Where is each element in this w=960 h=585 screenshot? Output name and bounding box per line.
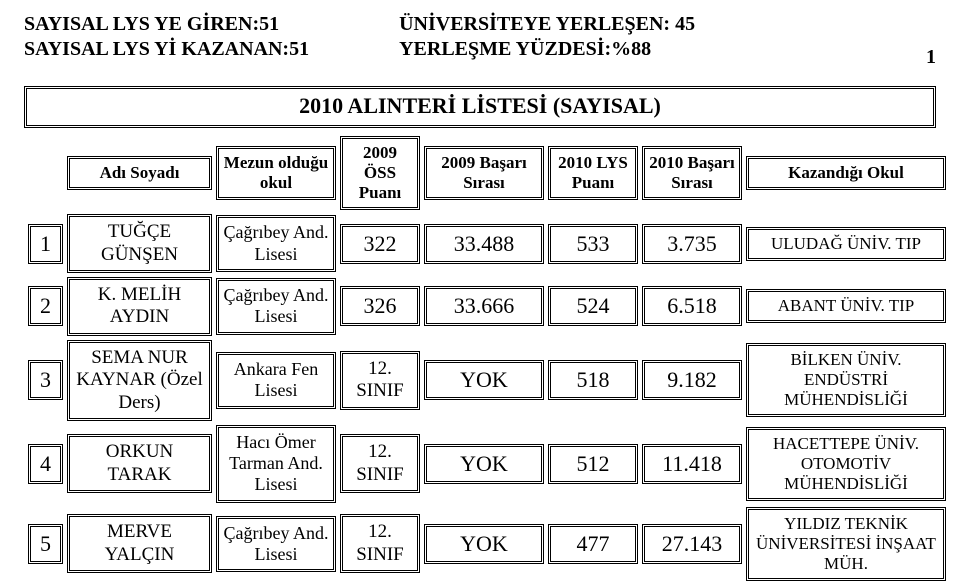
cell-grad: Hacı Ömer Tarman And. Lisesi bbox=[218, 427, 334, 501]
cell-lys: 533 bbox=[550, 226, 636, 262]
cell-name: ORKUN TARAK bbox=[69, 436, 210, 491]
col-rank10: 2010 Başarı Sırası bbox=[644, 148, 740, 198]
cell-rank09: YOK bbox=[426, 446, 542, 482]
col-oss: 2009 ÖSS Puanı bbox=[342, 138, 418, 208]
cell-grad: Çağrıbey And. Lisesi bbox=[218, 280, 334, 332]
cell-award: ULUDAĞ ÜNİV. TIP bbox=[748, 229, 944, 259]
title-frame: 2010 ALINTERİ LİSTESİ (SAYISAL) bbox=[24, 86, 936, 128]
cell-rank10: 6.518 bbox=[644, 288, 740, 324]
table-row: 5 MERVE YALÇIN Çağrıbey And. Lisesi 12. … bbox=[28, 507, 946, 581]
cell-lys: 512 bbox=[550, 446, 636, 482]
cell-rank10: 9.182 bbox=[644, 362, 740, 398]
cell-rank10: 11.418 bbox=[644, 446, 740, 482]
header-stats: SAYISAL LYS YE GİREN:51 SAYISAL LYS Yİ K… bbox=[24, 12, 936, 62]
stat-winners: SAYISAL LYS Yİ KAZANAN:51 bbox=[24, 37, 309, 62]
table-row: 3 SEMA NUR KAYNAR (Özel Ders) Ankara Fen… bbox=[28, 340, 946, 421]
cell-rank10: 27.143 bbox=[644, 526, 740, 562]
results-table: Adı Soyadı Mezun olduğu okul 2009 ÖSS Pu… bbox=[24, 132, 950, 585]
col-award: Kazandığı Okul bbox=[748, 158, 944, 188]
cell-oss: 12. SINIF bbox=[342, 516, 418, 571]
cell-award: ABANT ÜNİV. TIP bbox=[748, 291, 944, 321]
header-left: SAYISAL LYS YE GİREN:51 SAYISAL LYS Yİ K… bbox=[24, 12, 309, 62]
header-right: ÜNİVERSİTEYE YERLEŞEN: 45 YERLEŞME YÜZDE… bbox=[399, 12, 695, 62]
cell-oss: 326 bbox=[342, 288, 418, 324]
cell-rank09: 33.666 bbox=[426, 288, 542, 324]
list-title: 2010 ALINTERİ LİSTESİ (SAYISAL) bbox=[299, 93, 661, 118]
row-index: 3 bbox=[30, 362, 61, 398]
cell-oss: 12. SINIF bbox=[342, 353, 418, 408]
row-index: 2 bbox=[30, 288, 61, 324]
row-index: 4 bbox=[30, 446, 61, 482]
col-name: Adı Soyadı bbox=[69, 158, 210, 188]
cell-grad: Çağrıbey And. Lisesi bbox=[218, 518, 334, 570]
cell-lys: 524 bbox=[550, 288, 636, 324]
row-index: 5 bbox=[30, 526, 61, 562]
cell-grad: Ankara Fen Lisesi bbox=[218, 354, 334, 406]
cell-name: TUĞÇE GÜNŞEN bbox=[69, 216, 210, 271]
cell-lys: 477 bbox=[550, 526, 636, 562]
cell-rank09: YOK bbox=[426, 362, 542, 398]
table-row: 2 K. MELİH AYDIN Çağrıbey And. Lisesi 32… bbox=[28, 277, 946, 336]
page-number: 1 bbox=[926, 46, 936, 69]
cell-oss: 12. SINIF bbox=[342, 436, 418, 491]
cell-rank09: YOK bbox=[426, 526, 542, 562]
cell-award: YILDIZ TEKNİK ÜNİVERSİTESİ İNŞAAT MÜH. bbox=[748, 509, 944, 579]
page: SAYISAL LYS YE GİREN:51 SAYISAL LYS Yİ K… bbox=[0, 0, 960, 585]
cell-rank09: 33.488 bbox=[426, 226, 542, 262]
col-grad: Mezun olduğu okul bbox=[218, 148, 334, 198]
cell-name: SEMA NUR KAYNAR (Özel Ders) bbox=[69, 342, 210, 419]
cell-name: K. MELİH AYDIN bbox=[69, 279, 210, 334]
cell-oss: 322 bbox=[342, 226, 418, 262]
col-index bbox=[28, 136, 63, 210]
stat-percentage: YERLEŞME YÜZDESİ:%88 bbox=[399, 37, 695, 62]
table-row: 1 TUĞÇE GÜNŞEN Çağrıbey And. Lisesi 322 … bbox=[28, 214, 946, 273]
col-rank09: 2009 Başarı Sırası bbox=[426, 148, 542, 198]
row-index: 1 bbox=[30, 226, 61, 262]
cell-rank10: 3.735 bbox=[644, 226, 740, 262]
cell-grad: Çağrıbey And. Lisesi bbox=[218, 217, 334, 269]
stat-placed: ÜNİVERSİTEYE YERLEŞEN: 45 bbox=[399, 12, 695, 37]
stat-entrants: SAYISAL LYS YE GİREN:51 bbox=[24, 12, 309, 37]
col-lys: 2010 LYS Puanı bbox=[550, 148, 636, 198]
cell-name: MERVE YALÇIN bbox=[69, 516, 210, 571]
table-row: 4 ORKUN TARAK Hacı Ömer Tarman And. Lise… bbox=[28, 425, 946, 503]
cell-award: BİLKEN ÜNİV. ENDÜSTRİ MÜHENDİSLİĞİ bbox=[748, 345, 944, 415]
cell-lys: 518 bbox=[550, 362, 636, 398]
cell-award: HACETTEPE ÜNİV. OTOMOTİV MÜHENDİSLİĞİ bbox=[748, 429, 944, 499]
